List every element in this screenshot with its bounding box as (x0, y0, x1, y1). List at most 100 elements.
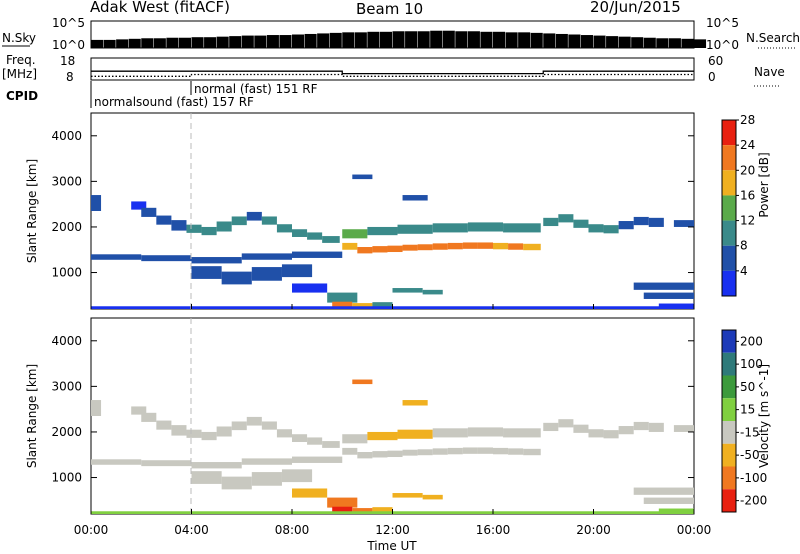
velocity-ytick-label: 1000 (51, 471, 82, 485)
power-yaxis: 1000 2000 3000 4000 (51, 129, 694, 280)
time-tick-label: 08:00 (275, 523, 310, 537)
velocity-ylabel: Slant Range [km] (25, 364, 39, 468)
velocity-cell (292, 434, 308, 442)
nave-tick-top: 60 (708, 54, 723, 68)
power-colorbar-tick-label: 16 (740, 188, 755, 202)
nsky-bar (455, 31, 468, 48)
power-cell (372, 302, 393, 307)
cpid-label: CPID (6, 89, 38, 103)
velocity-cell (508, 448, 524, 455)
velocity-colorbar-swatch (722, 352, 736, 376)
power-cell (191, 266, 222, 279)
nave-tick-bottom: 0 (708, 70, 716, 84)
nsky-bar (430, 30, 443, 48)
nsky-bar (329, 32, 342, 48)
power-cell (307, 232, 323, 240)
power-cell (588, 224, 604, 233)
power-cell (633, 216, 649, 226)
velocity-cell (292, 488, 328, 498)
power-cell (402, 195, 428, 201)
velocity-cell (141, 460, 192, 467)
power-cell (261, 216, 277, 225)
nsky-bar (116, 39, 129, 48)
power-cell (573, 219, 589, 228)
nsky-bar (530, 32, 543, 48)
power-cell (246, 211, 262, 221)
velocity-colorbar-swatch (722, 375, 736, 399)
nsky-bar (493, 31, 506, 48)
velocity-cell (387, 450, 403, 458)
velocity-cell (543, 422, 559, 432)
velocity-colorbar-swatch (722, 330, 736, 353)
power-cell (392, 288, 423, 293)
velocity-cell (131, 406, 147, 415)
time-tick-label: 00:00 (677, 523, 712, 537)
velocity-cell (91, 459, 142, 465)
nsky-bar (467, 31, 480, 48)
power-colorbar-frame (721, 119, 737, 297)
velocity-cell (156, 420, 172, 430)
power-cell (372, 246, 388, 253)
velocity-colorbar-label: Velocity [m s^-1] (757, 364, 771, 468)
velocity-cell (216, 426, 232, 437)
velocity-cell (432, 448, 448, 455)
velocity-cell (352, 379, 373, 385)
time-axis: 00:00 04:00 08:00 12:00 16:00 20:00 00:00 (74, 304, 712, 537)
velocity-cell (397, 429, 433, 439)
power-cell (327, 292, 358, 303)
nsky-bar (153, 38, 166, 48)
velocity-cell (503, 428, 541, 438)
nsky-bar (241, 35, 254, 48)
velocity-cell (332, 506, 353, 513)
power-colorbar-swatch (722, 145, 736, 171)
velocity-colorbar-tick-label: 200 (740, 334, 763, 348)
velocity-cell (221, 476, 252, 490)
power-cell (292, 229, 308, 237)
nsky-bar (141, 38, 154, 48)
power-cell (281, 264, 313, 278)
power-cell (342, 229, 368, 239)
power-colorbar-swatch (722, 195, 736, 221)
velocity-colorbar-tick-label: -200 (740, 494, 767, 508)
power-cell (231, 216, 247, 226)
power-cell (201, 226, 217, 236)
velocity-colorbar-swatch (722, 443, 736, 467)
power-cell (352, 174, 373, 180)
velocity-colorbar-tick-label: -50 (740, 448, 760, 462)
velocity-cell (477, 447, 493, 454)
power-cell (332, 301, 353, 308)
power-cell (618, 221, 634, 230)
velocity-cell (281, 469, 313, 483)
nsky-bar (178, 37, 191, 48)
nsky-bar (405, 31, 418, 48)
power-cell (276, 224, 292, 233)
nsky-bar (304, 33, 317, 48)
power-colorbar-tick-label: 24 (740, 138, 755, 152)
velocity-ytick-label: 2000 (51, 425, 82, 439)
time-axis-label: Time UT (366, 539, 417, 553)
power-cell (221, 271, 252, 285)
velocity-cell (432, 428, 468, 438)
velocity-cell (276, 429, 292, 438)
velocity-cell (191, 471, 222, 484)
power-cell (367, 226, 398, 236)
freq-label: Freq. (6, 53, 36, 67)
nsky-bar (417, 31, 430, 48)
power-cell (467, 222, 504, 232)
freq-tick-bottom: 8 (66, 70, 74, 84)
beam-label: Beam 10 (356, 0, 423, 18)
power-cell (186, 224, 202, 233)
power-ytick-label: 3000 (51, 174, 82, 188)
velocity-panel: 1000 2000 3000 4000 Slant Range [km] 200 100… (25, 317, 771, 515)
power-colorbar-tick-label: 12 (740, 214, 755, 228)
nsky-bar (442, 30, 455, 48)
nsearch-tick-top: 10^5 (706, 16, 739, 30)
power-cell (558, 214, 574, 223)
nsky-bar (342, 32, 355, 48)
power-cell (397, 224, 433, 234)
velocity-colorbar-tick-label: 100 (740, 357, 763, 371)
power-colorbar-tick-label: 8 (740, 239, 748, 253)
power-cell (387, 245, 403, 253)
power-cell (141, 255, 192, 262)
nsearch-tick-bottom: 10^0 (706, 38, 739, 52)
